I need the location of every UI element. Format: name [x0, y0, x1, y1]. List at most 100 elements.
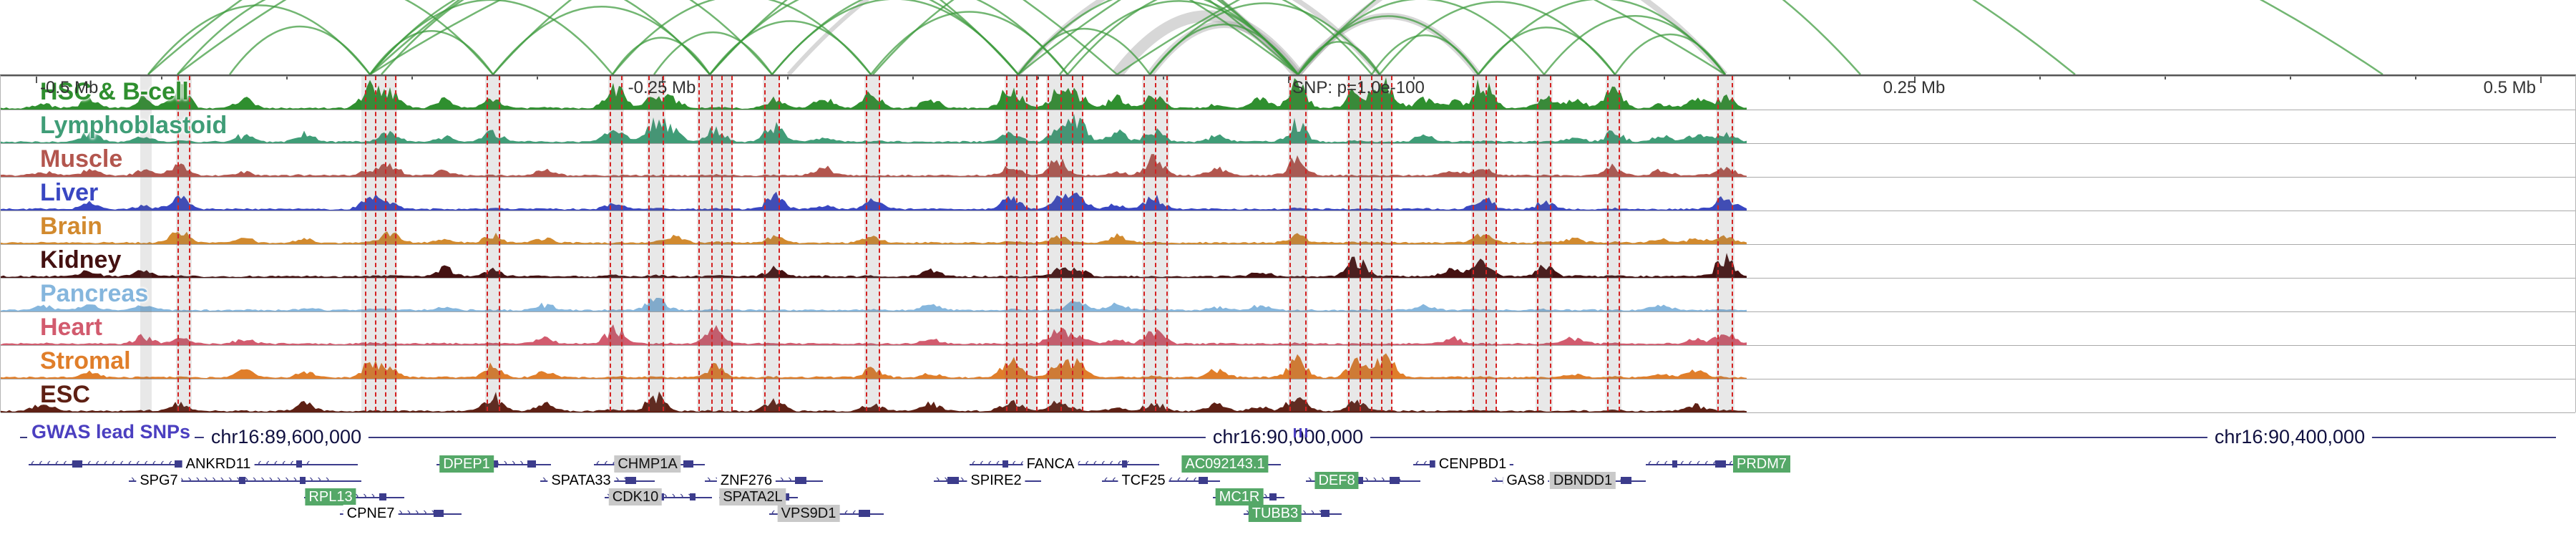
enhancer-boundary-line — [1082, 76, 1083, 411]
enhancer-boundary-line — [1732, 76, 1733, 411]
gene-label[interactable]: CPNE7 — [343, 505, 399, 522]
track-label[interactable]: Heart — [40, 314, 102, 341]
track-row[interactable]: Muscle — [1, 143, 2575, 177]
gene-label[interactable]: AC092143.1 — [1181, 455, 1269, 473]
highlight-band — [1471, 74, 1497, 411]
track-row[interactable]: Liver — [1, 177, 2575, 211]
interaction-arc — [1370, 34, 1480, 75]
track-row[interactable]: Kidney — [1, 244, 2575, 278]
track-label[interactable]: HSC & B-cell — [40, 78, 189, 105]
gene-label[interactable]: RPL13 — [305, 488, 356, 505]
track-label[interactable]: ESC — [40, 381, 90, 408]
ruler-tick — [1038, 74, 1039, 79]
gene-label[interactable]: CDK10 — [608, 488, 663, 505]
gene-label[interactable]: GAS8 — [1503, 472, 1548, 489]
highlight-band — [1347, 74, 1392, 411]
gene-label[interactable]: SPIRE2 — [967, 472, 1025, 489]
enhancer-boundary-line — [1381, 76, 1382, 411]
gene-exon — [625, 477, 636, 484]
track-label[interactable]: Muscle — [40, 145, 123, 173]
interaction-arc — [228, 26, 371, 75]
highlight-band — [864, 74, 880, 411]
gene-label[interactable]: VPS9D1 — [777, 505, 840, 522]
track-signal — [1, 77, 1747, 110]
interaction-arc — [872, 0, 1299, 75]
highlight-band — [763, 74, 780, 411]
track-row[interactable]: Pancreas — [1, 278, 2575, 311]
enhancer-boundary-line — [1060, 76, 1062, 411]
ruler-tick — [1664, 74, 1665, 79]
track-row[interactable]: ESC — [1, 379, 2575, 412]
enhancer-boundary-line — [1360, 76, 1361, 411]
track-row[interactable]: HSC & B-cell — [1, 76, 2575, 110]
gene-label[interactable]: CENPBD1 — [1435, 455, 1511, 473]
gene-label[interactable]: ANKRD11 — [182, 455, 255, 473]
gene-label[interactable]: SPATA2L — [719, 488, 786, 505]
track-label[interactable]: Lymphoblastoid — [40, 112, 228, 139]
coordinate-label: chr16:89,600,000 — [203, 426, 369, 448]
gwas-snp-tick — [1299, 428, 1302, 437]
gene-label[interactable]: SPG7 — [136, 472, 182, 489]
enhancer-boundary-line — [1289, 76, 1291, 411]
enhancer-boundary-line — [648, 76, 650, 411]
interaction-arc — [1018, 0, 2076, 75]
gene-label[interactable]: DEF8 — [1314, 472, 1359, 489]
ruler-label: -0.5 Mb — [40, 78, 99, 97]
ruler-tick — [2290, 74, 2291, 79]
gene-label[interactable]: PRDM7 — [1732, 455, 1791, 473]
ruler-tick — [1288, 74, 1289, 83]
track-separator — [1, 76, 2575, 77]
enhancer-boundary-line — [177, 76, 179, 411]
gene-label[interactable]: DBNDD1 — [1549, 472, 1616, 489]
gene-label[interactable]: DPEP1 — [439, 455, 494, 473]
gene-label[interactable]: MC1R — [1215, 488, 1264, 505]
interaction-arc — [177, 0, 494, 75]
gene-exon — [174, 460, 186, 468]
track-label[interactable]: Stromal — [40, 347, 131, 374]
gene-label[interactable]: TCF25 — [1118, 472, 1169, 489]
highlight-band — [1716, 74, 1735, 411]
gwas-lead-snps-label[interactable]: GWAS lead SNPs — [27, 421, 195, 443]
enhancer-boundary-line — [1143, 76, 1145, 411]
track-signal — [1, 231, 1747, 244]
enhancer-boundary-line — [1048, 76, 1049, 411]
gene-label[interactable]: TUBB3 — [1248, 505, 1302, 522]
gene-label[interactable]: FANCA — [1023, 455, 1078, 473]
track-separator — [1, 345, 2575, 346]
highlight-band — [608, 74, 624, 411]
track-separator — [1, 412, 2575, 413]
gene-exon — [1356, 477, 1364, 484]
highlight-band — [485, 74, 501, 411]
enhancer-boundary-line — [499, 76, 500, 411]
highlight-band — [1005, 74, 1038, 411]
track-label[interactable]: Brain — [40, 213, 102, 240]
enhancer-boundary-line — [1016, 76, 1018, 411]
gene-exon — [858, 510, 871, 517]
enhancer-boundary-line — [879, 76, 880, 411]
enhancer-boundary-line — [487, 76, 488, 411]
gwas-snp-tick — [1294, 428, 1296, 437]
gene-label[interactable]: SPATA33 — [547, 472, 615, 489]
track-label[interactable]: Liver — [40, 179, 99, 206]
track-row[interactable]: Lymphoblastoid — [1, 110, 2575, 143]
gene-label[interactable]: CHMP1A — [614, 455, 681, 473]
track-row[interactable]: Brain — [1, 211, 2575, 244]
gene-exon — [1121, 460, 1128, 468]
enhancer-boundary-line — [610, 76, 611, 411]
track-label[interactable]: Pancreas — [40, 280, 149, 307]
ruler-tick — [1789, 74, 1790, 79]
track-row[interactable]: Heart — [1, 311, 2575, 345]
ruler-tick — [1413, 74, 1415, 79]
enhancer-boundary-line — [395, 76, 396, 411]
track-row[interactable]: Stromal — [1, 345, 2575, 379]
track-separator — [1, 278, 2575, 279]
track-label[interactable]: Kidney — [40, 246, 122, 274]
interaction-arc — [1067, 0, 1372, 75]
track-signal — [1, 154, 1747, 177]
gene-label[interactable]: ZNF276 — [716, 472, 776, 489]
gene-exon — [489, 460, 499, 468]
gene-exon — [794, 477, 807, 484]
highlight-band — [1046, 74, 1083, 411]
highlight-band — [697, 74, 733, 411]
enhancer-boundary-line — [189, 76, 190, 411]
